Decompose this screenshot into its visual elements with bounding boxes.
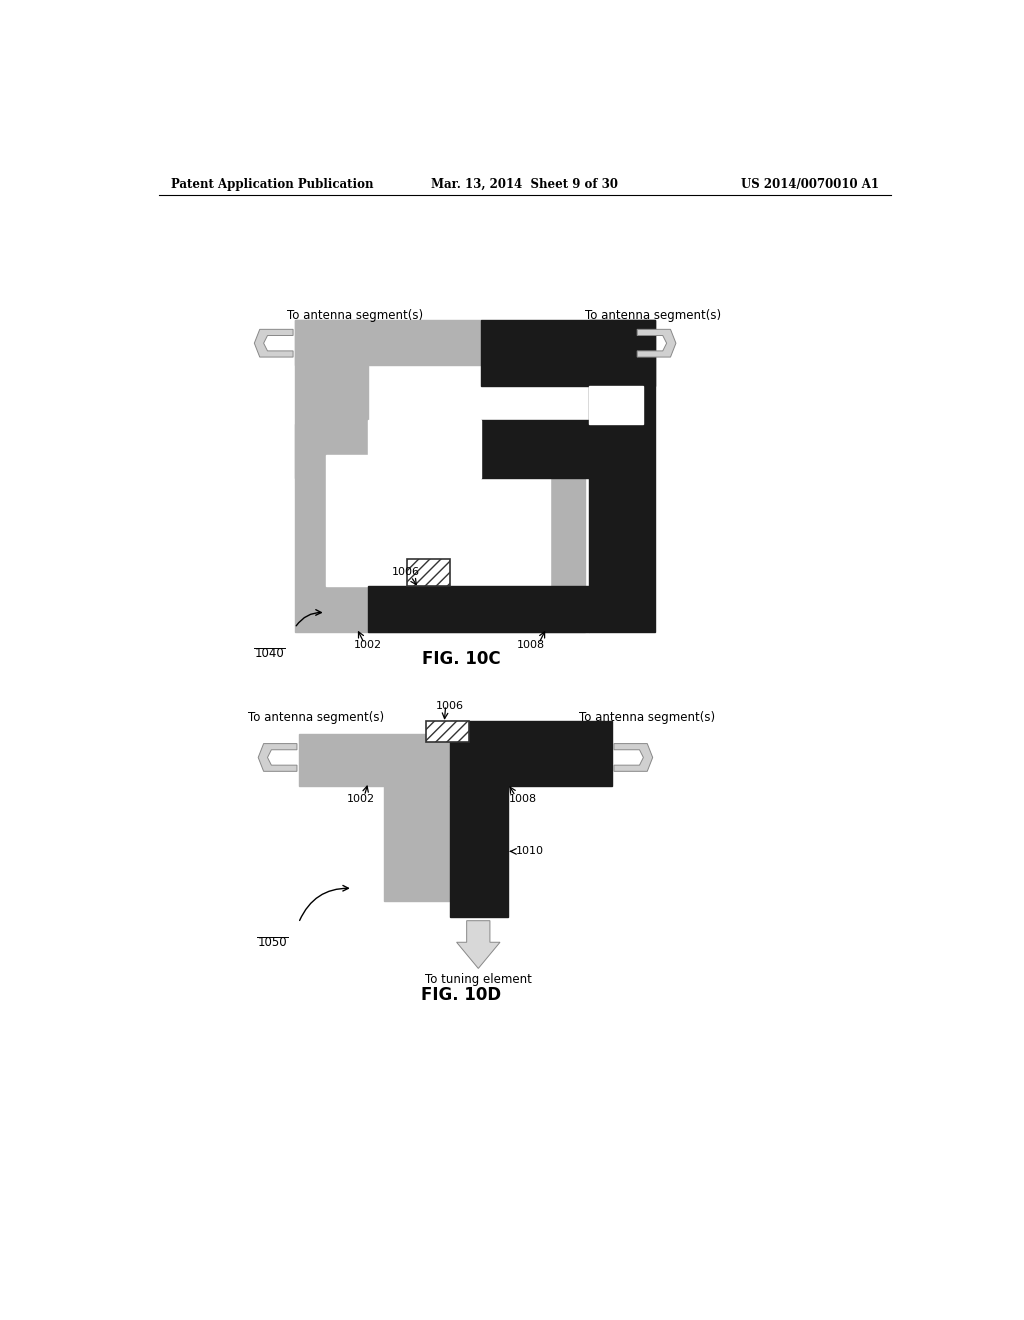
Bar <box>326 455 550 586</box>
Bar <box>480 321 655 385</box>
Text: To antenna segment(s): To antenna segment(s) <box>287 309 423 322</box>
Bar <box>426 721 469 742</box>
Bar <box>407 558 450 586</box>
Text: 1008: 1008 <box>509 793 538 804</box>
Bar <box>299 734 450 785</box>
Text: Patent Application Publication: Patent Application Publication <box>171 178 373 190</box>
Text: 1008: 1008 <box>517 640 545 649</box>
Bar <box>589 321 655 632</box>
Text: Mar. 13, 2014  Sheet 9 of 30: Mar. 13, 2014 Sheet 9 of 30 <box>431 178 618 190</box>
Bar <box>369 586 589 632</box>
Text: To antenna segment(s): To antenna segment(s) <box>579 711 715 725</box>
Bar <box>384 785 450 902</box>
Polygon shape <box>457 921 500 969</box>
Text: US 2014/0070010 A1: US 2014/0070010 A1 <box>741 178 879 190</box>
Text: To antenna segment(s): To antenna segment(s) <box>248 711 384 725</box>
Text: To antenna segment(s): To antenna segment(s) <box>586 309 721 322</box>
Bar <box>295 321 369 478</box>
Polygon shape <box>637 330 676 358</box>
Text: 1010: 1010 <box>515 846 544 857</box>
Polygon shape <box>614 743 652 771</box>
Text: FIG. 10C: FIG. 10C <box>422 649 501 668</box>
Text: 1040: 1040 <box>255 647 285 660</box>
Bar <box>589 385 643 424</box>
Text: 1002: 1002 <box>354 640 382 649</box>
Bar <box>295 321 480 364</box>
Text: 1002: 1002 <box>346 793 375 804</box>
Bar <box>369 420 480 478</box>
Text: To tuning element: To tuning element <box>425 973 531 986</box>
Text: 1006: 1006 <box>391 566 420 577</box>
Text: 1050: 1050 <box>258 936 288 949</box>
Polygon shape <box>254 330 293 358</box>
Bar <box>295 424 586 632</box>
Polygon shape <box>258 743 297 771</box>
Bar <box>450 721 612 785</box>
Text: FIG. 10D: FIG. 10D <box>421 986 502 1005</box>
Bar <box>450 785 508 917</box>
Text: 1006: 1006 <box>435 701 464 711</box>
Bar <box>480 420 589 478</box>
